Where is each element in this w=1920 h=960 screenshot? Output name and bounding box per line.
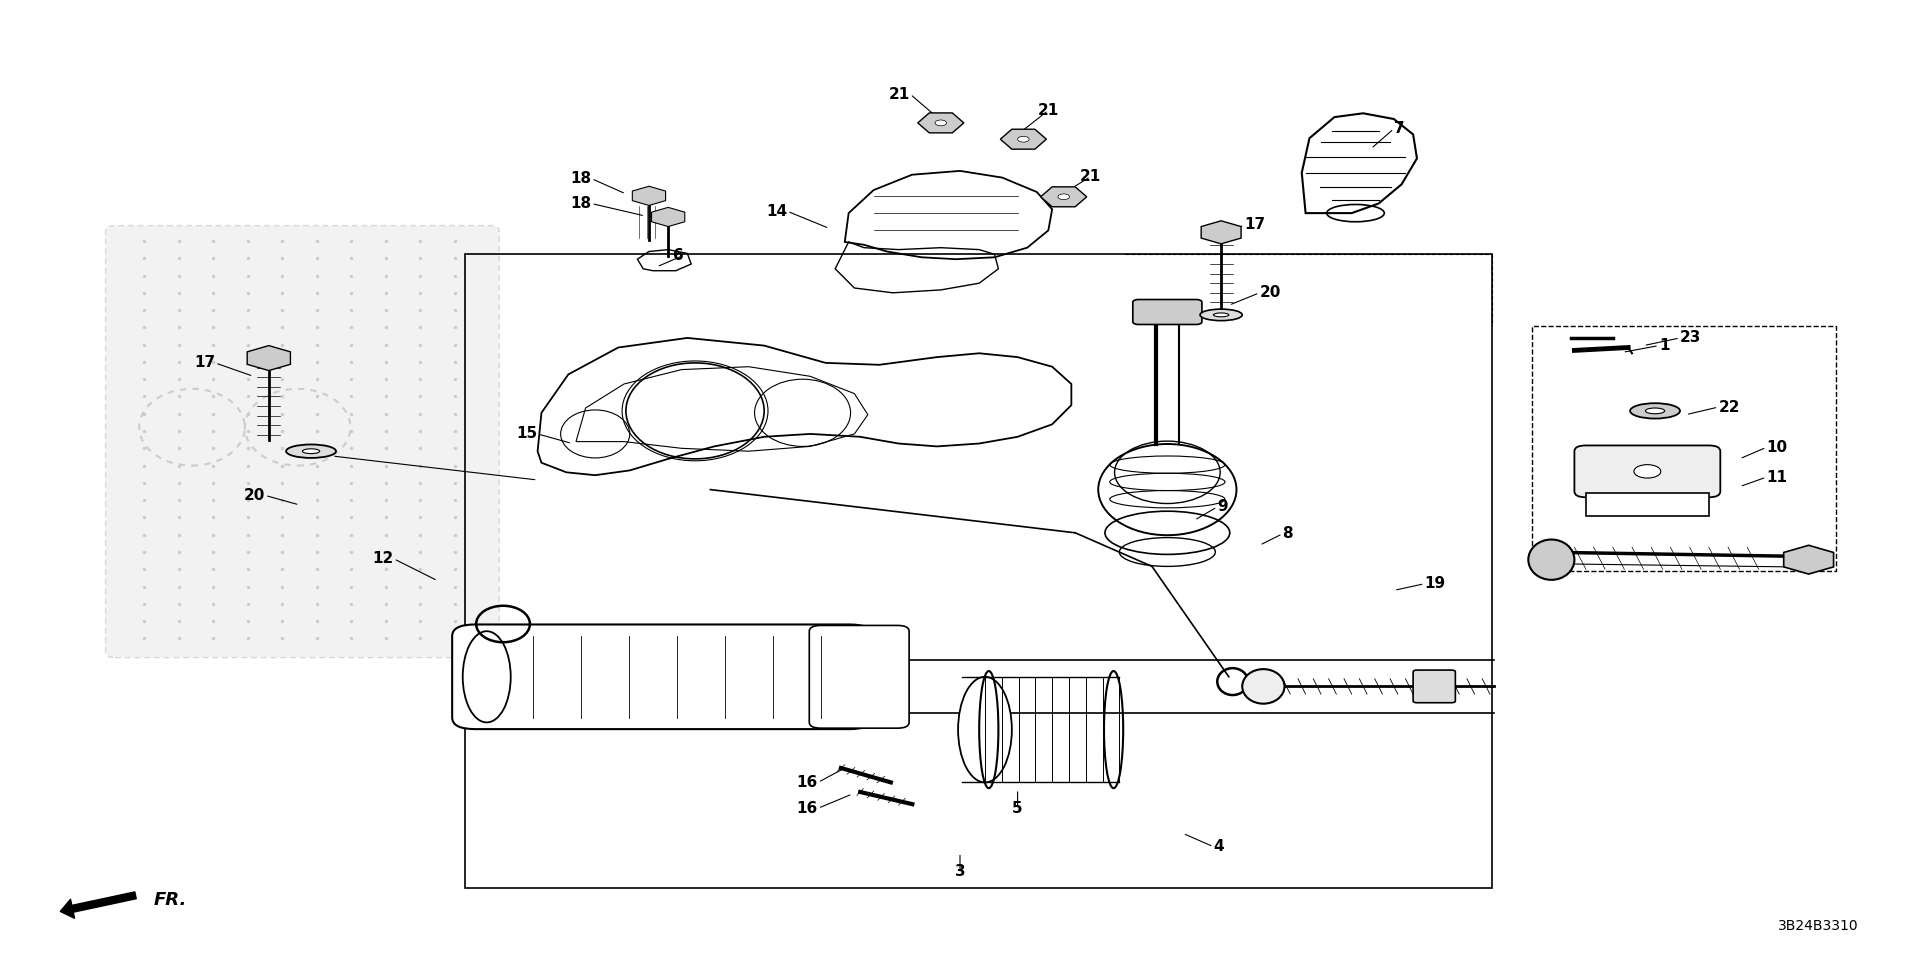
Text: 3B24B3310: 3B24B3310 <box>1778 919 1859 933</box>
Text: 6: 6 <box>672 248 684 263</box>
Ellipse shape <box>465 660 503 712</box>
Text: 16: 16 <box>797 801 818 816</box>
Bar <box>1586 493 1709 516</box>
Text: 20: 20 <box>244 488 265 503</box>
FancyBboxPatch shape <box>1574 445 1720 497</box>
Text: 18: 18 <box>570 171 591 186</box>
Ellipse shape <box>1058 194 1069 200</box>
Ellipse shape <box>1242 669 1284 704</box>
FancyBboxPatch shape <box>1133 300 1202 324</box>
Ellipse shape <box>935 120 947 126</box>
Text: 12: 12 <box>372 551 394 566</box>
Ellipse shape <box>958 677 1012 782</box>
Text: 15: 15 <box>516 426 538 442</box>
Text: 13: 13 <box>520 695 541 710</box>
Text: 14: 14 <box>766 204 787 219</box>
Ellipse shape <box>1213 313 1229 317</box>
Text: 21: 21 <box>1079 169 1102 184</box>
Text: 22: 22 <box>1718 399 1740 415</box>
Text: 19: 19 <box>1425 576 1446 591</box>
Text: 21: 21 <box>1037 103 1060 118</box>
Ellipse shape <box>286 444 336 458</box>
Bar <box>465 254 1492 888</box>
Text: 20: 20 <box>1260 285 1281 300</box>
Text: 11: 11 <box>1766 469 1788 485</box>
Text: 18: 18 <box>570 196 591 211</box>
FancyArrowPatch shape <box>60 892 136 919</box>
Text: 21: 21 <box>889 86 910 102</box>
FancyBboxPatch shape <box>106 226 499 658</box>
Text: 1: 1 <box>1659 338 1668 353</box>
Ellipse shape <box>1645 408 1665 414</box>
Text: 23: 23 <box>1680 330 1701 346</box>
Ellipse shape <box>303 448 319 453</box>
Ellipse shape <box>463 632 511 722</box>
Text: FR.: FR. <box>154 892 186 909</box>
FancyBboxPatch shape <box>451 624 872 730</box>
Ellipse shape <box>1634 465 1661 478</box>
Text: 16: 16 <box>797 775 818 790</box>
Text: 8: 8 <box>1283 526 1294 541</box>
Bar <box>1532 326 1836 571</box>
Text: 5: 5 <box>1012 801 1023 816</box>
Text: 9: 9 <box>1217 499 1229 515</box>
FancyBboxPatch shape <box>810 626 910 728</box>
Text: 3: 3 <box>954 864 966 879</box>
Text: 4: 4 <box>1213 839 1225 854</box>
FancyBboxPatch shape <box>1413 670 1455 703</box>
Ellipse shape <box>1018 136 1029 142</box>
Text: 2: 2 <box>465 647 476 662</box>
Ellipse shape <box>1528 540 1574 580</box>
Text: 17: 17 <box>1244 217 1265 232</box>
Ellipse shape <box>1630 403 1680 419</box>
Text: 17: 17 <box>194 355 215 371</box>
Ellipse shape <box>1200 309 1242 321</box>
Text: 7: 7 <box>1394 121 1405 136</box>
Text: 10: 10 <box>1766 440 1788 455</box>
